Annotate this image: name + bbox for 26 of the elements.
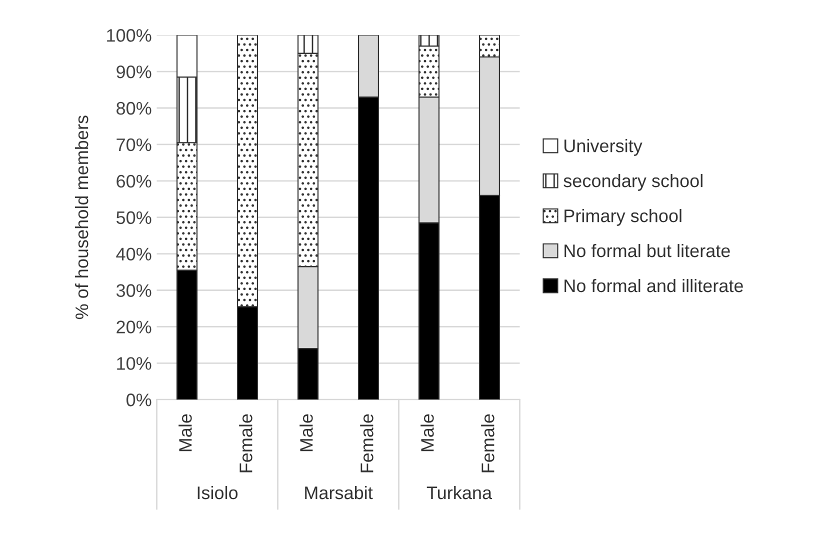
text: Turkana [426,486,492,500]
x-tick-label: Male [178,414,192,452]
text: Isiolo [198,486,238,500]
y-tick-label: 100% [107,29,152,42]
y-tick-label: 50% [116,211,152,224]
y-tick-label: 60% [116,174,152,188]
y-tick-label: 20% [116,320,152,334]
legend-label: No formal and illiterate [564,278,743,292]
x-tick-label: Female [239,414,252,472]
x-tick-label: Male [300,414,313,452]
x-tick-label: Female [481,414,494,472]
text: Marsabit [305,486,373,500]
y-tick-label: 0% [126,394,152,406]
y-tick-label: 10% [117,357,152,370]
legend-label: No formal but literate [564,244,730,258]
legend-label: University [564,139,642,156]
x-tick-label: Female [360,414,374,472]
legend-label: Primary school [564,208,682,226]
legend-label: secondary school [564,174,702,191]
x-tick-label: Male [420,414,434,452]
y-tick-label: 40% [116,248,152,261]
y-tick-label: 70% [116,138,152,152]
y-axis-title: % of household members [74,116,88,320]
y-tick-label: 90% [116,65,152,78]
y-tick-label: 30% [116,284,152,297]
y-tick-label: 80% [116,102,152,115]
